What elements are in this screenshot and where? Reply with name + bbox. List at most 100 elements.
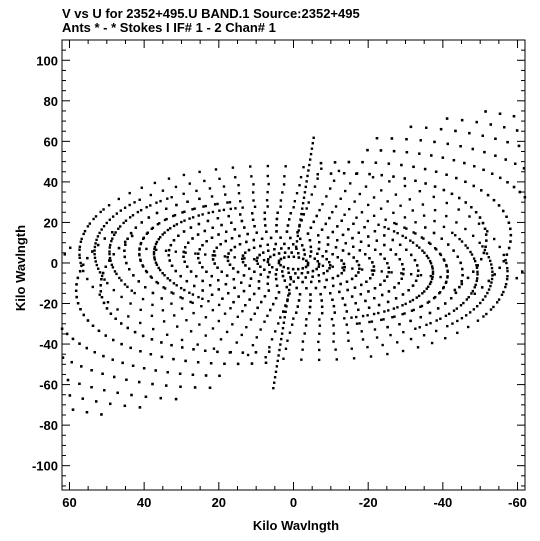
uv-point	[377, 223, 380, 226]
uv-point	[286, 267, 290, 270]
uv-point	[375, 137, 379, 140]
uv-point	[154, 369, 157, 372]
uv-point	[180, 307, 184, 310]
uv-point	[120, 322, 123, 325]
uv-point	[464, 244, 467, 247]
uv-point	[155, 240, 159, 244]
uv-point	[475, 266, 479, 269]
uv-point	[283, 175, 286, 178]
uv-point	[273, 381, 276, 384]
uv-point	[363, 226, 366, 229]
uv-point	[172, 214, 175, 218]
uv-point	[433, 140, 436, 144]
uv-point	[308, 158, 312, 161]
uv-point	[330, 317, 334, 321]
uv-point	[379, 207, 383, 210]
uv-point	[328, 267, 331, 270]
uv-point	[443, 259, 446, 262]
uv-point	[91, 250, 94, 253]
uv-point	[428, 311, 432, 315]
uv-point	[118, 276, 121, 280]
uv-point	[103, 278, 106, 281]
uv-point	[101, 372, 104, 375]
uv-point	[169, 243, 173, 247]
uv-point	[452, 309, 456, 312]
uv-point	[165, 207, 168, 210]
uv-point	[423, 251, 426, 254]
uv-point	[453, 288, 457, 292]
uv-point	[379, 149, 383, 152]
uv-point	[153, 247, 156, 251]
uv-point	[475, 264, 478, 267]
uv-point	[416, 264, 419, 267]
uv-point	[405, 138, 408, 141]
uv-point	[68, 394, 72, 397]
uv-point	[321, 255, 324, 258]
uv-point	[235, 341, 238, 344]
uv-point	[298, 184, 301, 187]
uv-point	[306, 232, 310, 235]
uv-point	[431, 272, 435, 275]
uv-point	[282, 183, 286, 186]
uv-point	[389, 333, 392, 337]
uv-point	[458, 285, 461, 289]
uv-point	[325, 257, 328, 261]
uv-point	[163, 274, 166, 277]
uv-point	[299, 175, 303, 179]
uv-point	[266, 243, 269, 246]
uv-point	[246, 232, 249, 236]
uv-point	[141, 264, 144, 267]
uv-point	[233, 286, 236, 290]
uv-point	[485, 252, 489, 255]
uv-point	[123, 404, 127, 408]
uv-point	[358, 322, 361, 325]
uv-point	[149, 353, 153, 356]
uv-point	[472, 184, 475, 188]
uv-point	[481, 245, 484, 248]
uv-point	[126, 326, 129, 330]
uv-point	[409, 337, 413, 341]
uv-point	[174, 250, 178, 253]
uv-point	[189, 226, 193, 229]
uv-point	[332, 304, 336, 308]
uv-point	[304, 276, 307, 279]
uv-point	[191, 373, 195, 377]
uv-point	[224, 239, 227, 243]
uv-point	[266, 282, 269, 285]
uv-point	[355, 172, 359, 175]
uv-point	[95, 400, 98, 403]
uv-point	[509, 240, 512, 243]
uv-point	[450, 192, 454, 196]
uv-point	[419, 305, 422, 309]
uv-point	[244, 304, 247, 307]
uv-point	[239, 200, 242, 203]
uv-point	[422, 334, 426, 337]
uv-point	[411, 298, 415, 302]
uv-point	[290, 251, 293, 254]
uv-point	[118, 225, 122, 228]
uv-point	[377, 303, 381, 307]
y-tick-label: 80	[44, 94, 58, 109]
uv-point	[387, 290, 391, 293]
uv-point	[402, 272, 405, 276]
uv-point	[110, 239, 113, 243]
uv-point	[164, 249, 168, 252]
uv-point	[116, 308, 119, 311]
uv-point	[120, 279, 123, 282]
uv-point	[368, 320, 371, 324]
y-axis-label: Kilo Wavlngth	[13, 225, 28, 311]
uv-point	[314, 286, 318, 290]
uv-point	[149, 275, 152, 278]
uv-point	[421, 203, 425, 206]
uv-point	[277, 252, 281, 255]
uv-point	[429, 242, 432, 246]
uv-point	[295, 247, 298, 250]
uv-point	[187, 241, 190, 244]
uv-point	[149, 204, 152, 207]
uv-point	[269, 308, 272, 312]
uv-point	[383, 243, 386, 247]
uv-point	[160, 355, 164, 359]
uv-point	[303, 253, 306, 256]
uv-point	[280, 332, 284, 335]
